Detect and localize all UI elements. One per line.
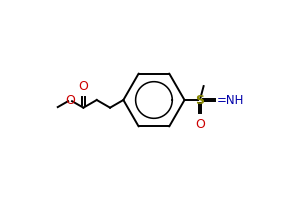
Text: O: O [65,94,75,107]
Text: O: O [195,118,205,131]
Text: =NH: =NH [216,94,244,106]
Text: S: S [195,94,204,106]
Text: O: O [79,80,88,93]
